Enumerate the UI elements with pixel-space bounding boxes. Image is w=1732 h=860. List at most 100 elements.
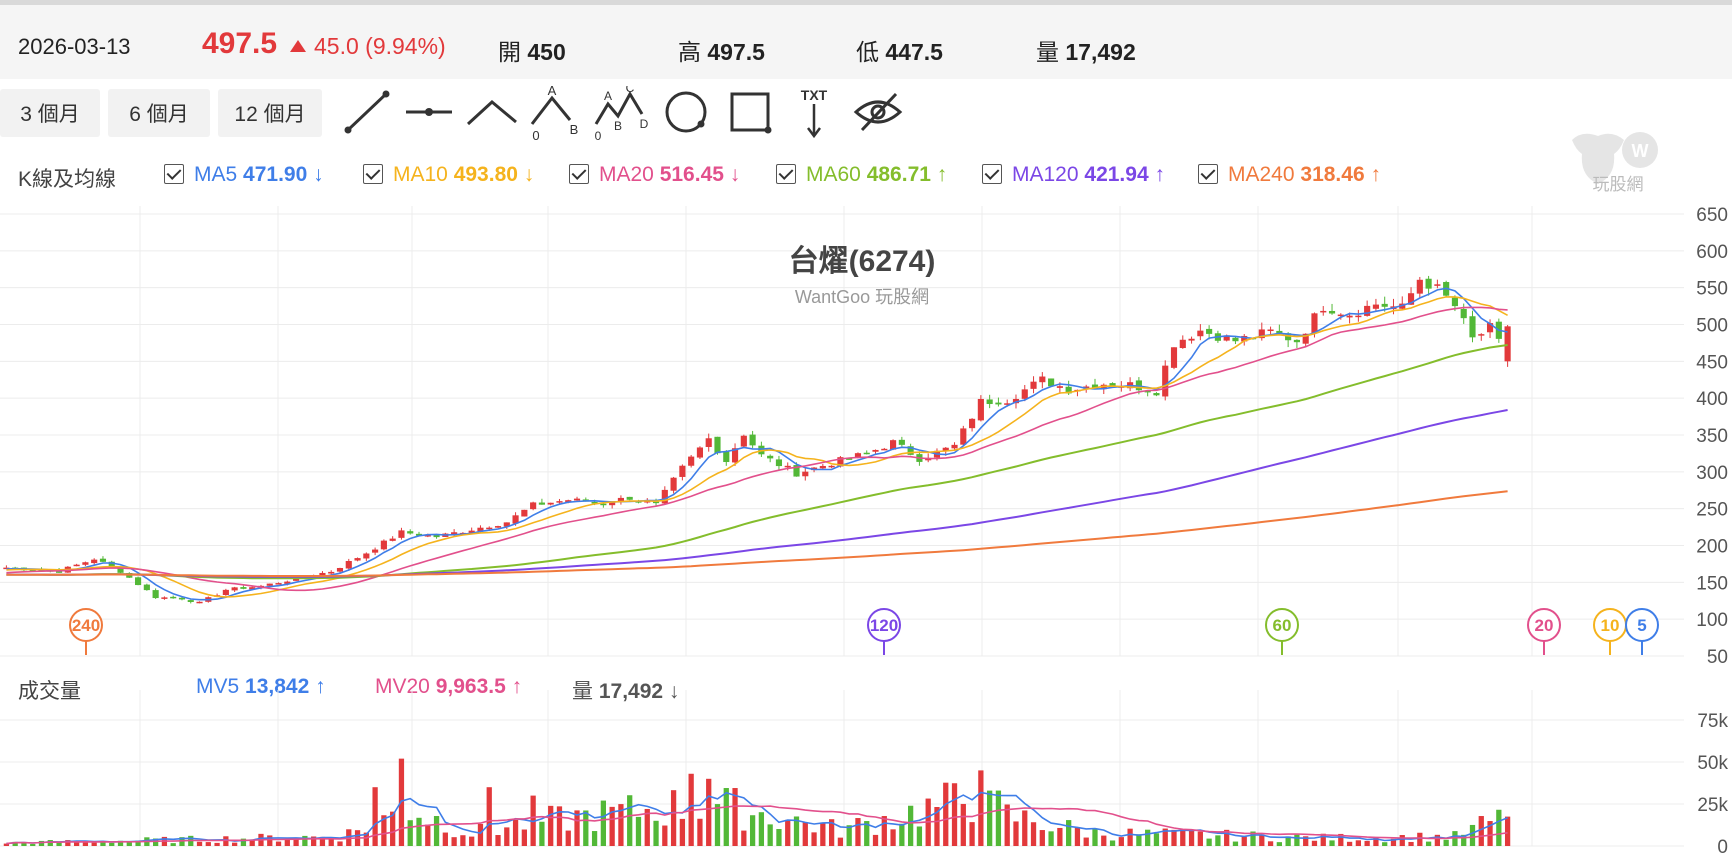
candle-body (1048, 378, 1055, 387)
volume-bar (749, 815, 756, 846)
volume-bar (1285, 836, 1291, 846)
volume-bar (670, 790, 677, 846)
ma60-label: MA60 (806, 163, 861, 186)
candle-body (12, 567, 19, 570)
candle-body (1249, 337, 1257, 340)
volume-bar (1101, 835, 1107, 846)
volume-bar (1022, 810, 1028, 846)
circle-icon[interactable] (658, 86, 714, 142)
ma10-label: MA10 (393, 163, 448, 186)
volume-bar (609, 806, 615, 846)
angle-line-icon[interactable] (464, 86, 520, 142)
volume-bar (1162, 828, 1168, 846)
volume-bar (1180, 829, 1186, 846)
candle-body (398, 530, 405, 538)
volume-bar (618, 804, 624, 846)
price-tick-label: 100 (1696, 610, 1728, 631)
candle-body (424, 535, 431, 537)
abc-wave-icon[interactable]: A B 0 (526, 86, 582, 142)
candle-body (442, 533, 449, 537)
volume-bar (899, 823, 905, 846)
ma10-checkbox[interactable] (363, 164, 383, 184)
volume-bar (785, 819, 791, 846)
volume-tick-label: 75k (1697, 711, 1728, 732)
volume-bar (1452, 831, 1458, 846)
horizontal-line-icon[interactable] (402, 86, 458, 142)
candle-body (1328, 310, 1336, 314)
abc-letter-b: B (570, 122, 579, 137)
mv5-line (6, 791, 1508, 845)
candle-body (1451, 297, 1459, 307)
candle-body (433, 534, 440, 538)
quote-low-value: 447.5 (885, 39, 943, 65)
volume-bar (706, 778, 712, 846)
candle-body (266, 583, 273, 586)
abcd-wave-icon[interactable]: A B C D 0 (592, 86, 648, 142)
volume-bar (188, 835, 194, 846)
range-3-months-button[interactable]: 3 個月 (0, 89, 100, 137)
candle-body (73, 564, 80, 567)
candle-body (170, 596, 177, 599)
volume-bar (346, 829, 352, 846)
volume-bar (1487, 821, 1493, 846)
volume-bar (390, 811, 396, 846)
price-tick-label: 50 (1707, 647, 1728, 668)
text-annotation-icon[interactable]: TXT (790, 86, 846, 142)
volume-bar (433, 816, 440, 846)
candle-body (802, 471, 809, 477)
ma-marker-label: 10 (1601, 616, 1620, 635)
candle-body (468, 530, 475, 533)
volume-bar (1504, 816, 1511, 846)
volume-bar (328, 838, 334, 846)
ma5-toggle[interactable]: MA5 471.90 ↓ (164, 163, 324, 187)
volume-bar (1373, 837, 1379, 846)
ma20-checkbox[interactable] (569, 164, 589, 184)
ma-marker-circle (1593, 608, 1627, 642)
line-segment-icon[interactable] (340, 86, 396, 142)
ma60-checkbox[interactable] (776, 164, 796, 184)
candle-body (1083, 386, 1090, 389)
ma10-toggle[interactable]: MA10 493.80 ↓ (363, 163, 534, 187)
candle-body (1346, 315, 1353, 318)
candle-body (240, 587, 247, 589)
candle-body (749, 434, 756, 446)
volume-bar (987, 790, 993, 846)
ma120-checkbox[interactable] (982, 164, 1002, 184)
candle-body (837, 457, 844, 467)
range-6-months-button[interactable]: 6 個月 (108, 89, 210, 137)
volume-bar (1496, 809, 1502, 846)
candle-body (1276, 330, 1283, 334)
price-axis: 650 600 550 500 450 400 350 300 250 200 150 100 50 (1696, 205, 1728, 668)
hide-drawings-icon[interactable] (852, 86, 908, 142)
volume-bar (12, 841, 18, 846)
candle-body (582, 499, 589, 502)
candle-body (1135, 380, 1142, 391)
candle-body (161, 597, 168, 599)
ma5-arrow: ↓ (313, 163, 324, 186)
candle-body (986, 399, 993, 405)
candle-body (29, 569, 36, 572)
volume-bar (381, 815, 387, 846)
candle-body (1091, 384, 1099, 389)
volume-bar (837, 837, 844, 846)
ma240-checkbox[interactable] (1198, 164, 1218, 184)
ma60-line (6, 344, 1508, 580)
ma240-toggle[interactable]: MA240 318.46 ↑ (1198, 163, 1381, 187)
volume-bar (354, 830, 361, 846)
candle-body (626, 496, 633, 500)
ma5-line (6, 287, 1508, 601)
candle-body (415, 533, 423, 536)
volume-bar (319, 836, 326, 846)
ma20-value: 516.45 (659, 163, 724, 186)
ma5-checkbox[interactable] (164, 164, 184, 184)
ma60-toggle[interactable]: MA60 486.71 ↑ (776, 163, 947, 187)
ma-marker-label: 240 (72, 616, 100, 635)
rectangle-icon[interactable] (724, 86, 780, 142)
ma20-toggle[interactable]: MA20 516.45 ↓ (569, 163, 740, 187)
candle-body (1302, 333, 1309, 344)
candle-body (661, 489, 668, 504)
quote-high-value: 497.5 (707, 39, 765, 65)
range-12-months-button[interactable]: 12 個月 (218, 89, 322, 137)
ma120-toggle[interactable]: MA120 421.94 ↑ (982, 163, 1165, 187)
quote-high-label: 高 (678, 39, 701, 65)
